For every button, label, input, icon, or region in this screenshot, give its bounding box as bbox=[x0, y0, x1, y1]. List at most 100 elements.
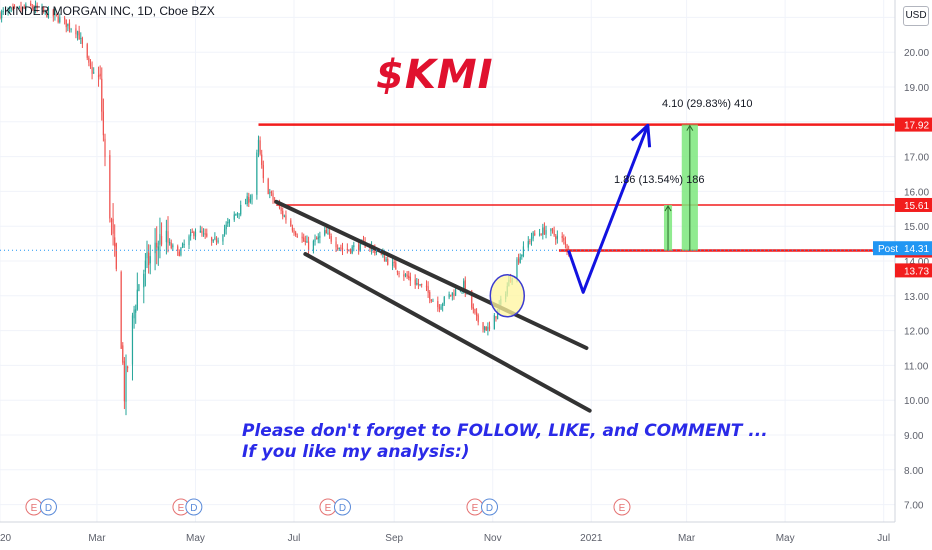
candle-body bbox=[54, 13, 56, 16]
candle-body bbox=[566, 244, 568, 251]
candle-body bbox=[251, 195, 253, 200]
candle-body bbox=[222, 234, 224, 242]
candle-body bbox=[521, 254, 523, 257]
candle-body bbox=[36, 5, 38, 9]
time-axis-panel bbox=[0, 522, 932, 550]
candle-body bbox=[31, 6, 33, 9]
candle-body bbox=[349, 249, 352, 253]
candle-body bbox=[30, 3, 32, 6]
candle-body bbox=[59, 17, 61, 23]
candle-body bbox=[527, 241, 529, 248]
candle-body bbox=[517, 258, 520, 263]
candle-body bbox=[429, 292, 431, 300]
candle-body bbox=[409, 276, 411, 281]
candle-body bbox=[296, 235, 298, 237]
candle-body bbox=[13, 6, 16, 8]
candle-body bbox=[191, 231, 193, 233]
candle-body bbox=[143, 273, 145, 288]
candle-body bbox=[180, 247, 182, 256]
candle-body bbox=[214, 237, 216, 239]
candle-body bbox=[493, 315, 495, 330]
candle-body bbox=[80, 37, 82, 39]
y-tick-label: 17.00 bbox=[904, 153, 929, 164]
candle-body bbox=[555, 236, 557, 240]
candle-body bbox=[387, 258, 389, 265]
candle-body bbox=[472, 307, 474, 309]
candle-body bbox=[484, 326, 486, 330]
dividend-marker-label: D bbox=[190, 503, 197, 514]
candle-body bbox=[488, 326, 491, 330]
candle-body bbox=[248, 197, 250, 203]
candle-body bbox=[324, 230, 326, 236]
candle-body bbox=[0, 12, 1, 19]
candle-body bbox=[93, 72, 95, 74]
channel-upper-line bbox=[274, 199, 589, 350]
candle-body bbox=[193, 232, 195, 236]
candle-body bbox=[443, 296, 445, 304]
candle-body bbox=[156, 242, 158, 248]
candle-body bbox=[542, 227, 544, 235]
grid bbox=[0, 0, 895, 522]
candle-body bbox=[448, 294, 450, 298]
candle-body bbox=[88, 57, 90, 63]
dividend-marker-label: D bbox=[45, 503, 52, 514]
price-candles bbox=[0, 0, 570, 416]
candle-body bbox=[438, 307, 441, 309]
candle-body bbox=[249, 198, 252, 202]
currency-badge[interactable]: USD bbox=[903, 6, 929, 26]
candle-body bbox=[194, 231, 197, 237]
y-tick-label: 13.00 bbox=[904, 292, 929, 303]
candle-body bbox=[450, 294, 452, 296]
candle-body bbox=[133, 309, 135, 319]
y-tick-label: 9.00 bbox=[904, 431, 924, 442]
candle-body bbox=[529, 240, 531, 242]
symbol-title[interactable]: KINDER MORGAN INC, 1D, Cboe BZX bbox=[4, 4, 215, 18]
candle-body bbox=[227, 221, 229, 224]
candle-body bbox=[144, 260, 147, 272]
candle-body bbox=[437, 301, 439, 308]
candle-body bbox=[395, 262, 397, 270]
candle-body bbox=[282, 210, 284, 216]
candle-body bbox=[267, 178, 269, 195]
candle-body bbox=[414, 279, 416, 285]
candle-body bbox=[97, 75, 100, 78]
candle-body bbox=[474, 308, 476, 313]
candle-body bbox=[244, 203, 247, 205]
chart-drawings: E E E E ED D D D bbox=[25, 123, 895, 516]
price-tag-low-text: 13.73 bbox=[904, 266, 929, 277]
candle-body bbox=[385, 259, 387, 261]
candle-body bbox=[283, 215, 285, 217]
candle-body bbox=[325, 229, 327, 234]
candle-body bbox=[543, 227, 546, 235]
candle-body bbox=[522, 246, 525, 256]
candle-body bbox=[307, 241, 310, 251]
candle-body bbox=[68, 22, 71, 29]
price-tag-low bbox=[895, 263, 932, 278]
candle-body bbox=[135, 309, 137, 313]
candle-body bbox=[561, 235, 563, 239]
note-line-1: Please don't forget to FOLLOW, LIKE, and… bbox=[242, 421, 768, 441]
candle-body bbox=[18, 6, 20, 8]
candle-body bbox=[317, 236, 319, 240]
candle-body bbox=[482, 322, 484, 330]
dividend-marker-label: D bbox=[339, 503, 346, 514]
candle-body bbox=[212, 239, 214, 242]
candle-body bbox=[23, 6, 25, 8]
candle-body bbox=[453, 293, 455, 296]
candle-body bbox=[204, 233, 206, 235]
post-price-tag bbox=[873, 241, 932, 256]
candle-body bbox=[177, 246, 179, 251]
y-tick-label: 7.00 bbox=[904, 501, 924, 512]
y-tick-label: 20.00 bbox=[904, 48, 929, 59]
x-tick-label: Jul bbox=[877, 533, 890, 544]
candle-body bbox=[9, 9, 11, 11]
candle-body bbox=[122, 345, 124, 363]
y-tick-label: 16.00 bbox=[904, 187, 929, 198]
candle-body bbox=[7, 9, 9, 12]
x-tick-label: Mar bbox=[678, 533, 696, 544]
candle-body bbox=[454, 289, 457, 296]
candle-body bbox=[391, 262, 394, 266]
candle-body bbox=[91, 67, 93, 74]
candle-body bbox=[285, 215, 287, 221]
candle-body bbox=[25, 4, 27, 10]
